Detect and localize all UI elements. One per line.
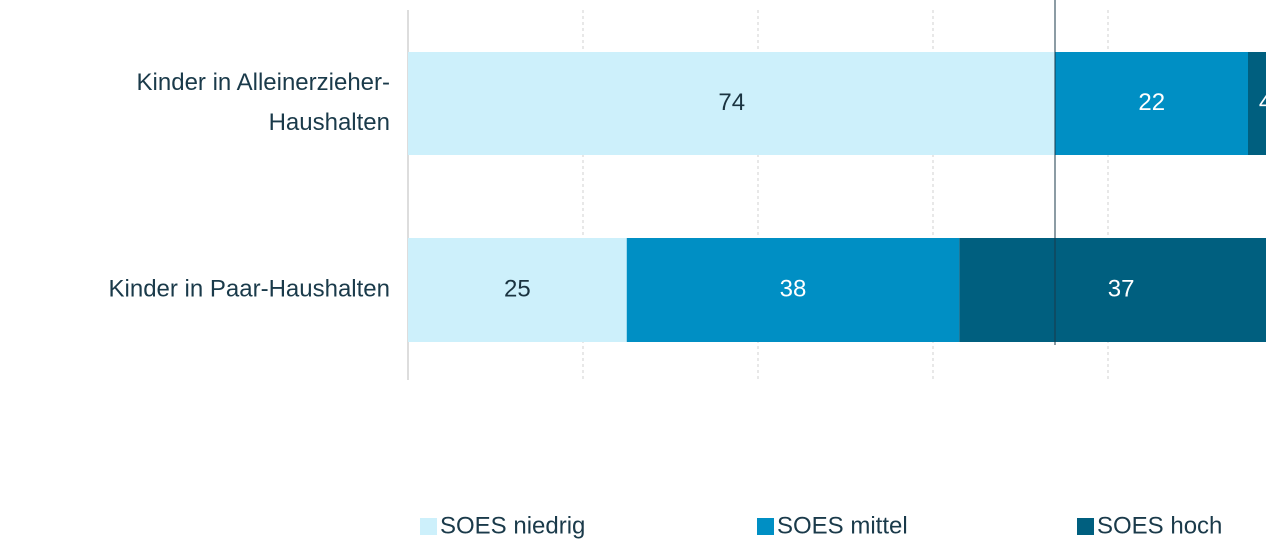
legend-label: SOES mittel: [777, 512, 908, 539]
bar-segment: [408, 238, 627, 342]
category-label: Kinder in Paar-Haushalten: [109, 275, 391, 302]
category-label: Kinder in Alleinerzieher-: [137, 69, 390, 96]
data-label: 25: [504, 275, 531, 302]
legend-swatch: [420, 518, 437, 535]
data-label: 37: [1108, 275, 1135, 302]
legend-label: SOES niedrig: [440, 512, 585, 539]
bar-segment: [1248, 52, 1266, 155]
data-label: 22: [1138, 89, 1165, 116]
data-label: 4: [1259, 89, 1266, 116]
legend-swatch: [1077, 518, 1094, 535]
bar-segment: [959, 238, 1266, 342]
data-label: 38: [780, 275, 807, 302]
bar-segment: [408, 52, 1056, 155]
legend-label: SOES hoch: [1097, 512, 1222, 539]
data-label: 74: [718, 89, 745, 116]
bar-segment: [626, 238, 960, 342]
legend-swatch: [757, 518, 774, 535]
bar-segment: [1055, 52, 1248, 155]
category-label: Haushalten: [269, 109, 390, 136]
